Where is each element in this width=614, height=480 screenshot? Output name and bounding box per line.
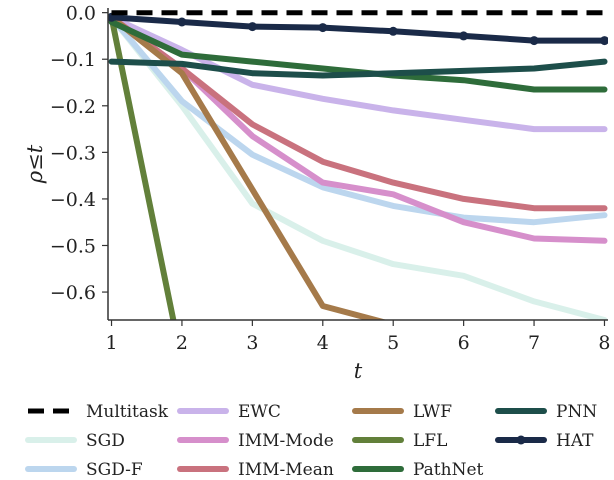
- y-tick-label-0: 0.0: [66, 3, 96, 25]
- legend-item-sgd-f: SGD-F: [25, 460, 143, 480]
- x-tick-label-2: 2: [176, 332, 188, 354]
- legend-item-hat: HAT: [495, 431, 594, 451]
- point-hat-4: [318, 23, 328, 33]
- legend-label-pnn: PNN: [556, 402, 597, 422]
- y-tick-label-2: −0.2: [50, 96, 96, 118]
- legend-label-sgd-f: SGD-F: [86, 460, 143, 480]
- legend-label-imm-mean: IMM-Mean: [238, 460, 334, 480]
- legend-label-lwf: LWF: [413, 402, 452, 422]
- plot-area: 1 2 3 4 5 6 7 8 0.0 −0.1 −0.2 −0.3 −0.4 −0.5 −0.6 t ρ≤t: [23, 3, 611, 383]
- series-line-hat: [108, 14, 608, 44]
- legend-label-hat: HAT: [556, 431, 594, 451]
- x-tick-label-3: 3: [246, 332, 258, 354]
- legend: Multitask SGD SGD-F EWC IMM-Mode IMM-Mean LWF L…: [25, 402, 597, 480]
- point-hat-8: [600, 36, 608, 46]
- legend-item-ewc: EWC: [177, 402, 281, 422]
- point-hat-7: [529, 36, 539, 46]
- legend-item-lwf: LWF: [352, 402, 452, 422]
- point-hat-6: [459, 31, 469, 41]
- legend-item-sgd: SGD: [25, 431, 125, 451]
- point-hat-2: [177, 17, 187, 27]
- x-tick-label-6: 6: [458, 332, 470, 354]
- y-tick-label-1: −0.1: [50, 49, 96, 71]
- series-line-lfl: [108, 14, 177, 320]
- x-tick-label-7: 7: [528, 332, 540, 354]
- x-tick-label-1: 1: [105, 332, 117, 354]
- legend-label-sgd: SGD: [86, 431, 125, 451]
- y-axis-label: ρ≤t: [23, 144, 47, 184]
- legend-label-multitask: Multitask: [86, 402, 169, 422]
- legend-item-pathnet: PathNet: [352, 460, 484, 480]
- x-tick-label-8: 8: [598, 332, 610, 354]
- legend-label-lfl: LFL: [413, 431, 447, 451]
- y-tick-label-5: −0.5: [50, 235, 96, 257]
- legend-marker-hat: [516, 435, 526, 445]
- legend-item-imm-mean: IMM-Mean: [177, 460, 334, 480]
- legend-item-pnn: PNN: [495, 402, 597, 422]
- series-line-sgd-f: [108, 14, 608, 226]
- x-tick-label-4: 4: [317, 332, 329, 354]
- series-line-pnn: [108, 58, 608, 79]
- point-hat-3: [247, 22, 257, 32]
- legend-label-ewc: EWC: [238, 402, 281, 422]
- series-line-sgd: [108, 14, 608, 320]
- legend-item-multitask: Multitask: [28, 402, 169, 422]
- y-tick-label-4: −0.4: [50, 189, 96, 211]
- series-line-imm-mean: [108, 14, 608, 212]
- point-hat-5: [388, 26, 398, 36]
- x-axis-label: t: [354, 359, 363, 383]
- legend-label-pathnet: PathNet: [413, 460, 484, 480]
- legend-label-imm-mode: IMM-Mode: [238, 431, 334, 451]
- x-tick-label-5: 5: [387, 332, 399, 354]
- legend-item-lfl: LFL: [352, 431, 447, 451]
- y-tick-label-3: −0.3: [50, 142, 96, 164]
- y-tick-label-6: −0.6: [50, 282, 96, 304]
- legend-item-imm-mode: IMM-Mode: [177, 431, 334, 451]
